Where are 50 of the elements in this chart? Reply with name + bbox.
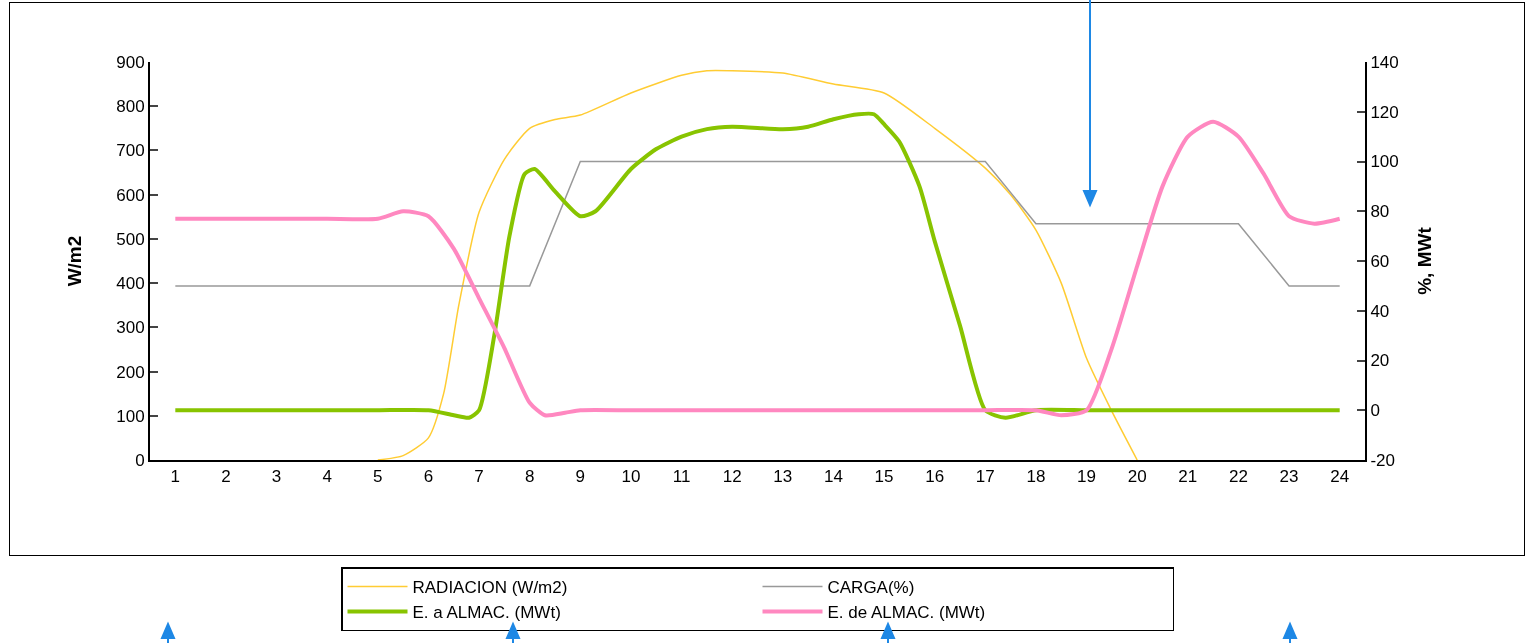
y2-tick-label: 100: [1370, 152, 1399, 172]
y-tick-label: 200: [116, 362, 145, 382]
x-tick-label: 16: [925, 467, 945, 487]
x-tick-label: 19: [1077, 467, 1097, 487]
x-tick-label: 2: [221, 467, 231, 487]
x-tick-label: 8: [524, 467, 535, 487]
legend-label: E. de ALMAC. (MWt): [827, 603, 986, 623]
x-tick-label: 1: [170, 467, 181, 487]
x-tick-label: 22: [1228, 467, 1248, 487]
x-tick-label: 10: [621, 467, 641, 487]
x-tick-label: 7: [474, 467, 484, 487]
y-tick-label: 500: [116, 229, 145, 249]
y-tick-label: 600: [116, 185, 145, 205]
y2-tick-label: 0: [1370, 401, 1380, 421]
y2-tick-label: 40: [1370, 301, 1390, 321]
x-tick-label: 18: [1026, 467, 1046, 487]
x-tick-label: 21: [1178, 467, 1198, 487]
y-tick-label: 400: [116, 274, 145, 294]
y2-axis-title: %, MWt: [1414, 226, 1436, 295]
y2-tick-label: 140: [1370, 52, 1399, 72]
y-tick-label: 800: [116, 97, 145, 117]
x-tick-label: 24: [1330, 467, 1350, 487]
x-tick-label: 20: [1127, 467, 1147, 487]
line-series: [377, 69, 1138, 460]
y2-tick-label: 120: [1370, 102, 1399, 122]
y2-tick-label: 80: [1370, 202, 1390, 222]
y-tick-label: 100: [116, 406, 145, 426]
legend-label: E. a ALMAC. (MWt): [412, 603, 561, 623]
x-tick-label: 6: [423, 467, 434, 487]
x-tick-label: 12: [722, 467, 742, 487]
y2-tick-label: 20: [1370, 351, 1390, 371]
y2-tick-label: 60: [1370, 251, 1390, 271]
legend-label: CARGA(%): [827, 578, 915, 598]
x-tick-label: 13: [773, 467, 793, 487]
y-tick-label: 300: [116, 318, 145, 338]
x-tick-label: 5: [373, 467, 383, 487]
y-tick-label: 700: [116, 141, 145, 161]
x-tick-label: 4: [322, 467, 332, 487]
x-tick-label: 17: [975, 467, 995, 487]
x-tick-label: 3: [271, 467, 282, 487]
y2-tick-label: -20: [1370, 450, 1395, 470]
legend-label: RADIACION (W/m2): [412, 578, 568, 598]
y-axis-title: W/m2: [63, 235, 85, 287]
y-tick-label: 900: [116, 52, 145, 72]
x-tick-label: 23: [1279, 467, 1299, 487]
y-tick-label: 0: [135, 450, 145, 470]
x-tick-label: 14: [823, 467, 843, 487]
x-tick-label: 15: [874, 467, 894, 487]
x-tick-label: 11: [672, 467, 691, 487]
x-tick-label: 9: [575, 467, 586, 487]
